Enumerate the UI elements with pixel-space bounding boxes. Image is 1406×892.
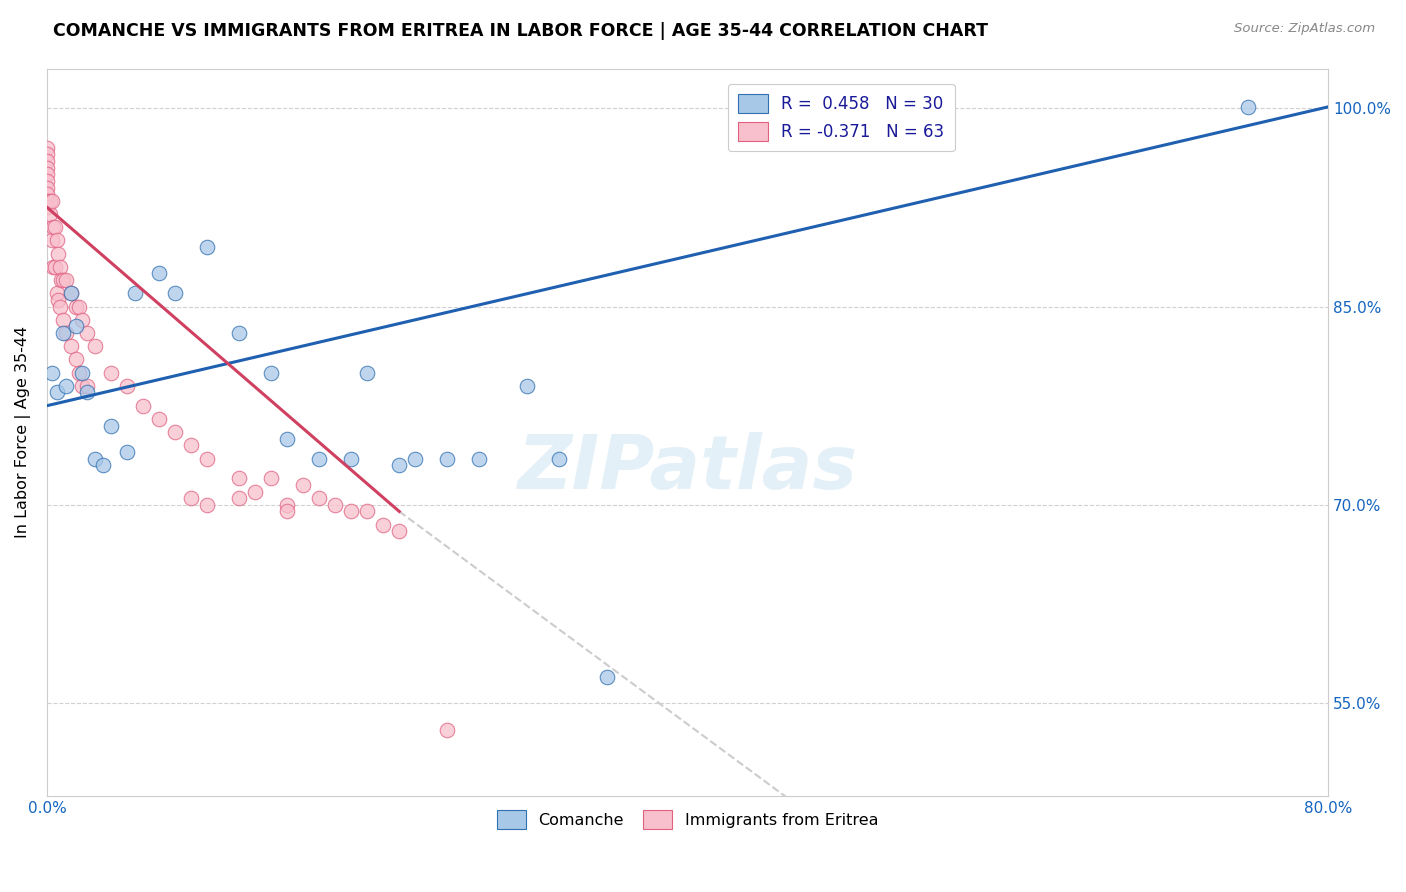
Point bbox=[115, 379, 138, 393]
Point bbox=[404, 451, 426, 466]
Point bbox=[65, 352, 87, 367]
Point bbox=[76, 326, 98, 340]
Point bbox=[55, 326, 77, 340]
Point bbox=[195, 498, 218, 512]
Point bbox=[65, 300, 87, 314]
Point bbox=[132, 399, 155, 413]
Point bbox=[35, 141, 58, 155]
Point bbox=[35, 154, 58, 169]
Point bbox=[276, 498, 298, 512]
Point bbox=[165, 286, 187, 301]
Point bbox=[35, 187, 58, 202]
Point bbox=[373, 517, 395, 532]
Point bbox=[55, 273, 77, 287]
Point bbox=[35, 194, 58, 208]
Point bbox=[59, 286, 82, 301]
Point bbox=[76, 379, 98, 393]
Point bbox=[1237, 100, 1260, 114]
Point bbox=[292, 478, 315, 492]
Point bbox=[45, 385, 67, 400]
Point bbox=[35, 167, 58, 181]
Point bbox=[148, 267, 170, 281]
Point bbox=[356, 504, 378, 518]
Point bbox=[49, 300, 72, 314]
Point bbox=[65, 319, 87, 334]
Y-axis label: In Labor Force | Age 35-44: In Labor Force | Age 35-44 bbox=[15, 326, 31, 538]
Point bbox=[124, 286, 146, 301]
Point bbox=[45, 234, 67, 248]
Point bbox=[260, 471, 283, 485]
Point bbox=[468, 451, 491, 466]
Point bbox=[49, 260, 72, 274]
Point bbox=[59, 286, 82, 301]
Point bbox=[39, 207, 62, 221]
Point bbox=[67, 300, 90, 314]
Point bbox=[596, 670, 619, 684]
Point bbox=[42, 220, 65, 235]
Point bbox=[84, 451, 107, 466]
Point bbox=[51, 273, 73, 287]
Point bbox=[340, 451, 363, 466]
Legend: Comanche, Immigrants from Eritrea: Comanche, Immigrants from Eritrea bbox=[491, 804, 884, 835]
Point bbox=[165, 425, 187, 439]
Point bbox=[323, 498, 346, 512]
Point bbox=[340, 504, 363, 518]
Point bbox=[46, 246, 69, 260]
Point bbox=[44, 220, 66, 235]
Point bbox=[100, 418, 122, 433]
Point bbox=[228, 471, 250, 485]
Point bbox=[436, 723, 458, 737]
Point bbox=[70, 366, 93, 380]
Point bbox=[59, 339, 82, 353]
Point bbox=[70, 379, 93, 393]
Point bbox=[41, 194, 63, 208]
Point bbox=[67, 366, 90, 380]
Point bbox=[52, 273, 75, 287]
Point bbox=[356, 366, 378, 380]
Text: COMANCHE VS IMMIGRANTS FROM ERITREA IN LABOR FORCE | AGE 35-44 CORRELATION CHART: COMANCHE VS IMMIGRANTS FROM ERITREA IN L… bbox=[53, 22, 988, 40]
Point bbox=[91, 458, 114, 473]
Point bbox=[195, 240, 218, 254]
Point bbox=[52, 312, 75, 326]
Point bbox=[115, 445, 138, 459]
Point bbox=[55, 379, 77, 393]
Point bbox=[76, 385, 98, 400]
Point bbox=[308, 451, 330, 466]
Point bbox=[388, 458, 411, 473]
Point bbox=[228, 491, 250, 506]
Point bbox=[180, 438, 202, 452]
Point bbox=[35, 200, 58, 214]
Point bbox=[45, 286, 67, 301]
Point bbox=[243, 484, 266, 499]
Point bbox=[195, 451, 218, 466]
Point bbox=[84, 339, 107, 353]
Point bbox=[35, 180, 58, 194]
Text: ZIPatlas: ZIPatlas bbox=[517, 432, 858, 505]
Point bbox=[276, 504, 298, 518]
Point bbox=[42, 260, 65, 274]
Point bbox=[180, 491, 202, 506]
Point bbox=[35, 161, 58, 175]
Point bbox=[148, 412, 170, 426]
Point bbox=[70, 312, 93, 326]
Text: Source: ZipAtlas.com: Source: ZipAtlas.com bbox=[1234, 22, 1375, 36]
Point bbox=[100, 366, 122, 380]
Point bbox=[46, 293, 69, 307]
Point bbox=[35, 147, 58, 161]
Point bbox=[260, 366, 283, 380]
Point bbox=[35, 174, 58, 188]
Point bbox=[44, 260, 66, 274]
Point bbox=[228, 326, 250, 340]
Point bbox=[436, 451, 458, 466]
Point bbox=[41, 234, 63, 248]
Point bbox=[41, 366, 63, 380]
Point bbox=[516, 379, 538, 393]
Point bbox=[39, 194, 62, 208]
Point bbox=[276, 432, 298, 446]
Point bbox=[308, 491, 330, 506]
Point bbox=[388, 524, 411, 539]
Point bbox=[548, 451, 571, 466]
Point bbox=[52, 326, 75, 340]
